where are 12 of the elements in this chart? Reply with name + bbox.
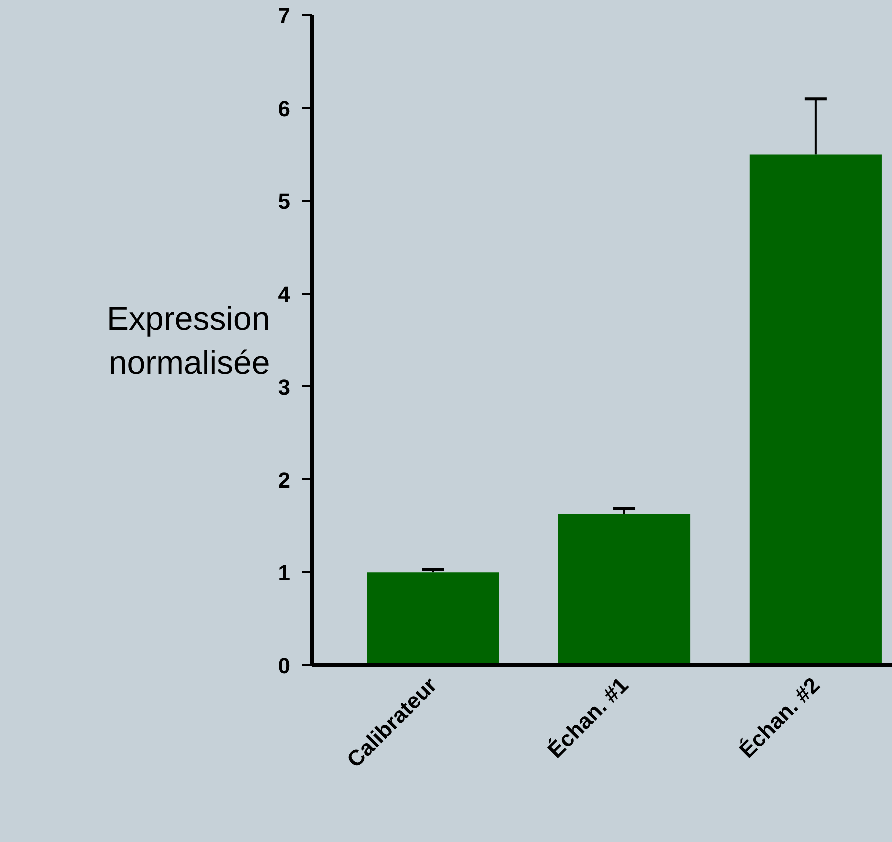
bar — [750, 154, 882, 666]
y-tick-label: 1 — [278, 560, 291, 586]
y-tick-label: 3 — [278, 374, 291, 400]
y-tick-label: 2 — [278, 468, 291, 493]
y-tick-label: 7 — [278, 4, 291, 28]
bar — [367, 572, 500, 666]
y-tick-label: 0 — [278, 654, 291, 678]
y-tick-label: 5 — [278, 189, 291, 214]
y-tick-label: 6 — [278, 96, 291, 122]
bar — [558, 514, 691, 666]
y-axis-title: Expression normalisée — [107, 300, 270, 382]
y-tick-label: 4 — [278, 282, 292, 308]
